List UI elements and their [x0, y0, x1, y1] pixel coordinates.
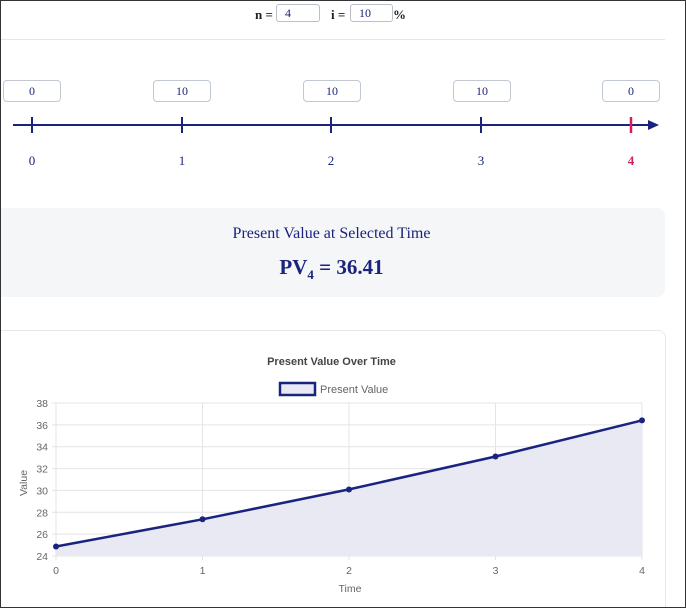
- cash-flow-input-0[interactable]: [3, 80, 61, 102]
- y-axis-label: Value: [18, 470, 30, 496]
- data-point[interactable]: [53, 543, 59, 550]
- cash-flow-input-2[interactable]: [303, 80, 361, 102]
- pv-subscript: 4: [307, 267, 314, 283]
- y-tick-label: 26: [36, 529, 48, 541]
- chart-legend[interactable]: Present Value: [278, 381, 388, 397]
- y-tick-label: 38: [36, 398, 48, 410]
- y-tick-label: 28: [36, 507, 48, 519]
- present-value-card: Present Value at Selected Time PV4 = 36.…: [1, 208, 665, 297]
- data-point[interactable]: [346, 486, 352, 493]
- timeline-arrow-icon: [648, 120, 659, 130]
- cash-flow-input-4[interactable]: [602, 80, 660, 102]
- i-input[interactable]: [350, 4, 393, 22]
- i-label: i =: [331, 7, 346, 22]
- present-value-title: Present Value at Selected Time: [232, 225, 431, 242]
- present-value-result: PV4 = 36.41: [1, 255, 662, 283]
- data-point[interactable]: [639, 417, 645, 424]
- n-label: n =: [255, 7, 273, 22]
- y-tick-label: 30: [36, 485, 48, 497]
- period-label[interactable]: 0: [28, 153, 36, 168]
- n-input[interactable]: [276, 4, 320, 22]
- y-tick-label: 24: [36, 551, 48, 563]
- period-label[interactable]: 2: [327, 153, 335, 168]
- timeline-axis: [13, 117, 659, 133]
- divider: [1, 39, 665, 40]
- chart-title: Present Value Over Time: [267, 356, 396, 368]
- period-label[interactable]: 1: [178, 153, 186, 168]
- x-tick-label: 4: [639, 565, 645, 577]
- i-unit: %: [393, 7, 406, 22]
- legend-label: Present Value: [320, 384, 388, 396]
- pv-symbol: PV: [279, 255, 308, 279]
- x-tick-label: 1: [200, 565, 206, 577]
- parameter-bar: n = i = %: [1, 4, 685, 26]
- x-tick-label: 3: [493, 565, 499, 577]
- x-axis-label: Time: [339, 583, 362, 595]
- cash-flow-input-1[interactable]: [153, 80, 211, 102]
- period-label[interactable]: 3: [477, 153, 485, 168]
- data-point[interactable]: [492, 453, 499, 460]
- x-tick-label: 0: [53, 565, 59, 577]
- pv-amount: = 36.41: [319, 255, 384, 279]
- y-tick-label: 36: [36, 420, 48, 432]
- data-point[interactable]: [199, 516, 206, 523]
- y-tick-label: 34: [36, 442, 48, 454]
- y-tick-label: 32: [36, 464, 48, 476]
- x-tick-label: 2: [346, 565, 352, 577]
- cash-flow-input-3[interactable]: [453, 80, 511, 102]
- legend-swatch: [278, 381, 317, 397]
- period-label-selected[interactable]: 4: [627, 153, 635, 168]
